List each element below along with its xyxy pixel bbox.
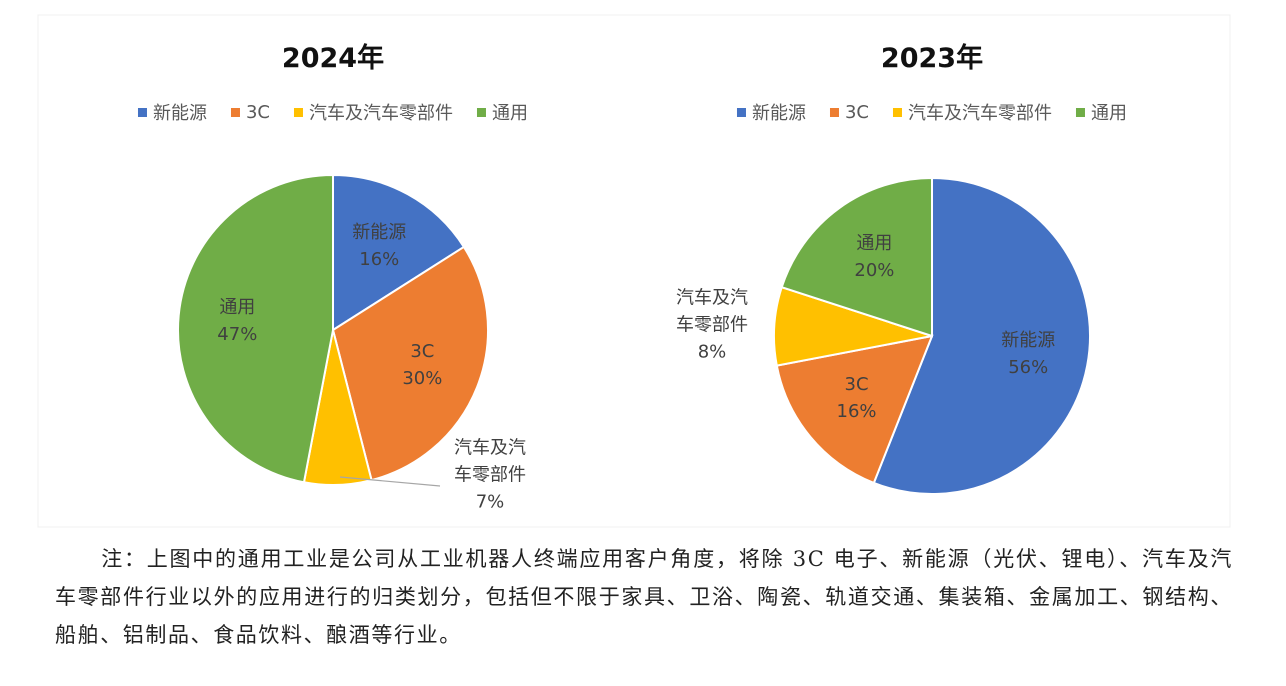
pie-slice: [775, 334, 934, 485]
legend-label: 汽车及汽车零部件: [908, 103, 1053, 124]
slice-category: 通用: [219, 296, 256, 318]
legend-swatch: [829, 107, 839, 117]
legend-label: 新能源: [751, 103, 806, 124]
legend-label: 新能源: [152, 103, 207, 124]
legend-item: 3C: [829, 101, 870, 123]
legend-item: 通用: [477, 99, 528, 125]
chart-title: 2024年: [281, 43, 385, 74]
slice-value: 47%: [217, 323, 258, 345]
slice-label: 通用 20%: [836, 230, 912, 284]
legend: 新能源 3C 汽车及汽车零部件 通用: [736, 99, 1127, 125]
legend-swatch: [230, 107, 240, 117]
slice-value: 7%: [475, 491, 505, 513]
slice-value: 8%: [697, 341, 727, 363]
legend-item: 新能源: [736, 99, 806, 125]
slice-category: 汽车及汽车零部件: [454, 437, 526, 486]
legend-swatch: [477, 107, 487, 117]
legend-swatch: [736, 107, 746, 117]
legend-label: 汽车及汽车零部件: [309, 103, 454, 124]
pie-slice: [332, 173, 466, 332]
slice-label: 新能源 16%: [341, 219, 417, 273]
slice-label: 新能源 56%: [990, 327, 1066, 381]
legend-label: 通用: [1091, 103, 1128, 124]
legend-swatch: [1076, 107, 1086, 117]
slice-value: 16%: [836, 401, 877, 423]
pie-slice: [331, 245, 489, 482]
legend-swatch: [893, 107, 903, 117]
slice-value: 56%: [1008, 357, 1049, 379]
slice-category: 新能源: [1001, 330, 1056, 352]
leader-line: [339, 476, 441, 487]
chart-title: 2023年: [880, 43, 984, 74]
slice-label: 汽车及汽车零部件 7%: [452, 435, 528, 516]
legend-item: 3C: [230, 101, 271, 123]
legend-item: 汽车及汽车零部件: [294, 99, 453, 125]
legend-label: 通用: [492, 103, 529, 124]
slice-label: 汽车及汽车零部件 8%: [674, 285, 750, 366]
legend-item: 新能源: [137, 99, 207, 125]
slice-value: 30%: [402, 368, 443, 390]
slice-label: 3C 16%: [819, 371, 895, 425]
slice-category: 3C: [410, 341, 435, 363]
legend-label: 3C: [245, 101, 271, 123]
slice-value: 16%: [359, 248, 400, 270]
slice-label: 3C 30%: [384, 338, 460, 392]
slice-value: 20%: [854, 259, 895, 281]
legend: 新能源 3C 汽车及汽车零部件 通用: [137, 99, 528, 125]
note: 注：上图中的通用工业是公司从工业机器人终端应用客户角度，将除 3C 电子、新能源…: [55, 547, 1233, 647]
pie-slice: [176, 173, 334, 484]
legend-item: 汽车及汽车零部件: [893, 99, 1052, 125]
slice-category: 汽车及汽车零部件: [676, 287, 748, 336]
legend-item: 通用: [1076, 99, 1127, 125]
legend-swatch: [137, 107, 147, 117]
pie-slice: [780, 176, 933, 338]
pie-slice: [872, 176, 1091, 495]
slice-category: 新能源: [352, 221, 407, 243]
slice-category: 3C: [844, 374, 869, 396]
slice-category: 通用: [856, 232, 893, 254]
legend-label: 3C: [844, 101, 870, 123]
slice-label: 通用 47%: [199, 294, 275, 348]
legend-swatch: [294, 107, 304, 117]
